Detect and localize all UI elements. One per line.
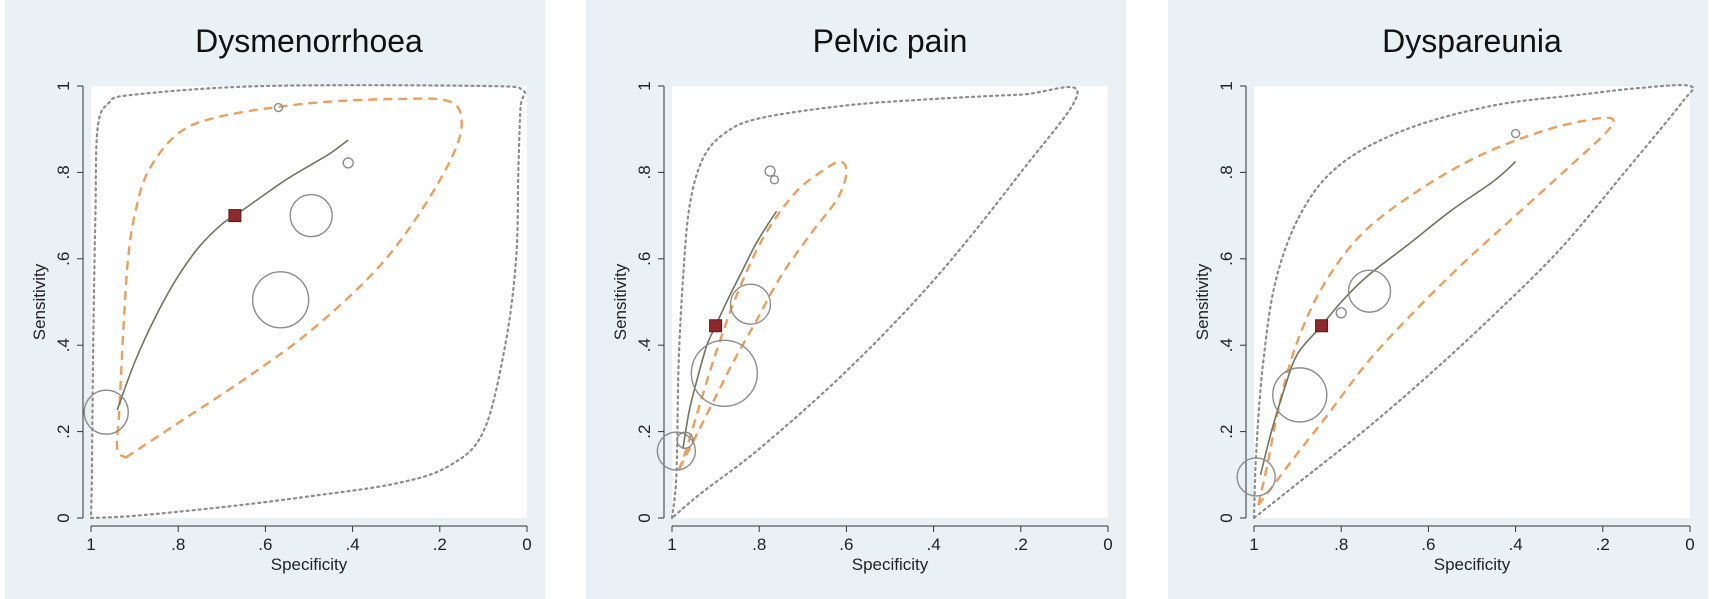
study-point — [764, 165, 776, 177]
study-point — [690, 339, 759, 407]
y-tick-label: .8 — [54, 165, 73, 179]
y-tick-label: .6 — [54, 252, 73, 266]
chart-title: Dysmenorrhoea — [195, 23, 423, 59]
x-tick-label: 0 — [522, 535, 531, 554]
chart-title: Dyspareunia — [1382, 23, 1562, 59]
y-tick-label: 1 — [54, 81, 73, 90]
chart-dyspareunia: Dyspareunia 0 .2 .4 .6 .8 1 Sensitivity 1 .8 .6 .4.… — [1193, 23, 1695, 574]
y-tick-label: .2 — [1217, 425, 1236, 439]
study-point — [729, 283, 772, 325]
chart-pelvic-pain: Pelvic pain 0 .2 .4 .6 .8 1 Sensitivity 1 .8 .6 .4.… — [611, 23, 1113, 574]
x-tick-label: 1 — [86, 535, 95, 554]
y-tick-label: .4 — [1217, 338, 1236, 352]
x-tick-label: .8 — [171, 535, 185, 554]
y-tick-label: .8 — [635, 165, 654, 179]
study-point — [656, 431, 697, 471]
prediction-region — [1252, 83, 1695, 521]
y-tick-label: .6 — [635, 252, 654, 266]
x-tick-label: .8 — [1334, 535, 1348, 554]
x-tick-label: 0 — [1685, 535, 1694, 554]
y-tick-label: .4 — [54, 338, 73, 352]
study-point — [676, 431, 694, 449]
x-tick-label: 1 — [1249, 535, 1258, 554]
study-point — [1272, 367, 1328, 423]
y-tick-label: 1 — [1217, 81, 1236, 90]
y-tick-label: 0 — [54, 513, 73, 522]
summary-point — [709, 319, 723, 333]
study-point — [251, 271, 310, 329]
confidence-region — [1257, 116, 1615, 506]
prediction-region — [670, 85, 1079, 521]
y-tick-label: .8 — [1217, 165, 1236, 179]
x-axis-label: Specificity — [852, 555, 929, 574]
x-tick-label: .4 — [927, 535, 941, 554]
y-axis-label: Sensitivity — [30, 263, 49, 340]
summary-point — [228, 209, 242, 223]
sroc-curve — [682, 210, 778, 450]
confidence-region — [677, 160, 848, 472]
sroc-curve — [1259, 161, 1517, 476]
y-axis-label: Sensitivity — [611, 263, 630, 340]
sroc-curve — [116, 139, 349, 411]
y-tick-label: .2 — [635, 425, 654, 439]
chart-panel-dysmenorrhoea: Dysmenorrhoea 0 .2 .4 .6 .8 1 Sensitivity 1 .8 .6.… — [5, 0, 545, 599]
study-point — [273, 102, 284, 113]
chart-title: Pelvic pain — [813, 23, 968, 59]
prediction-region — [89, 84, 527, 520]
x-tick-label: .6 — [258, 535, 272, 554]
chart-panel-dyspareunia: Dyspareunia 0 .2 .4 .6 .8 1 Sensitivity 1 .8 .6 .4.… — [1168, 0, 1708, 599]
study-point — [769, 175, 780, 185]
study-point — [1347, 269, 1392, 313]
x-tick-label: 0 — [1103, 535, 1112, 554]
study-point — [289, 193, 333, 238]
study-point — [342, 157, 354, 169]
x-tick-label: .2 — [433, 535, 447, 554]
x-tick-label: .2 — [1014, 535, 1028, 554]
x-axis-label: Specificity — [271, 555, 348, 574]
x-axis-label: Specificity — [1434, 555, 1511, 574]
plot-area — [1254, 86, 1690, 518]
x-tick-label: .6 — [1421, 535, 1435, 554]
y-tick-label: 0 — [1217, 513, 1236, 522]
chart-panel-pelvic-pain: Pelvic pain 0 .2 .4 .6 .8 1 Sensitivity 1 .8 .6 .4.… — [586, 0, 1126, 599]
x-tick-label: .6 — [839, 535, 853, 554]
y-axis-label: Sensitivity — [1193, 263, 1212, 340]
x-tick-label: .4 — [346, 535, 360, 554]
x-tick-label: .4 — [1509, 535, 1523, 554]
study-point — [83, 389, 129, 435]
confidence-region — [115, 97, 463, 460]
y-tick-label: .2 — [54, 425, 73, 439]
summary-point — [1315, 319, 1329, 333]
y-tick-label: .4 — [635, 338, 654, 352]
study-point — [1510, 128, 1521, 139]
y-tick-label: 0 — [635, 513, 654, 522]
x-tick-label: .2 — [1596, 535, 1610, 554]
plot-area — [672, 86, 1108, 518]
chart-dysmenorrhoea: Dysmenorrhoea 0 .2 .4 .6 .8 1 Sensitivity 1 .8 .6.… — [30, 23, 532, 574]
x-tick-label: 1 — [667, 535, 676, 554]
study-point — [1236, 457, 1276, 497]
study-point — [1335, 307, 1347, 319]
y-tick-label: .6 — [1217, 252, 1236, 266]
y-tick-label: 1 — [635, 81, 654, 90]
x-tick-label: .8 — [752, 535, 766, 554]
